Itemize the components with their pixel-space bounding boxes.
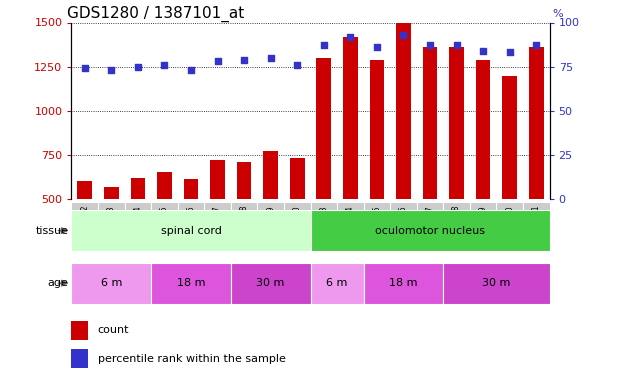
Bar	[104, 187, 119, 199]
Bar	[290, 158, 304, 199]
Text: GSM74345: GSM74345	[160, 205, 169, 247]
Bar	[71, 262, 151, 304]
Bar	[71, 210, 310, 251]
Bar	[310, 210, 550, 251]
Text: 6 m: 6 m	[101, 278, 122, 288]
Point	[239, 57, 249, 63]
Point	[133, 63, 143, 70]
Text: GSM74347: GSM74347	[213, 205, 222, 247]
Text: 30 m: 30 m	[483, 278, 510, 288]
Point	[212, 58, 222, 64]
Bar	[443, 262, 550, 304]
Text: GSM74333: GSM74333	[319, 205, 329, 247]
Point	[186, 67, 196, 73]
Bar	[157, 172, 171, 199]
Bar	[263, 151, 278, 199]
Text: 6 m: 6 m	[327, 278, 348, 288]
Text: GSM74348: GSM74348	[240, 205, 248, 246]
Bar	[184, 179, 198, 199]
Bar	[211, 160, 225, 199]
Point	[451, 42, 461, 48]
Bar	[231, 262, 310, 304]
Text: GSM74339: GSM74339	[479, 205, 487, 247]
Point	[266, 55, 276, 61]
Text: GSM74337: GSM74337	[425, 205, 435, 247]
Point	[399, 32, 409, 38]
Point	[292, 62, 302, 68]
Text: 18 m: 18 m	[177, 278, 205, 288]
Point	[79, 65, 89, 71]
Point	[160, 62, 170, 68]
Bar	[450, 47, 464, 199]
Text: age: age	[47, 278, 68, 288]
Bar	[237, 162, 252, 199]
Bar	[130, 178, 145, 199]
Point	[532, 42, 542, 48]
Text: GSM74349: GSM74349	[266, 205, 275, 247]
Bar	[369, 60, 384, 199]
Text: 18 m: 18 m	[389, 278, 418, 288]
Text: GSM74336: GSM74336	[399, 205, 408, 247]
Text: GSM74334: GSM74334	[346, 205, 355, 247]
Bar	[396, 22, 410, 199]
Bar	[71, 349, 88, 368]
Text: spinal cord: spinal cord	[160, 226, 222, 236]
Text: GSM74343: GSM74343	[107, 205, 116, 247]
Bar	[423, 47, 437, 199]
Text: GSM74346: GSM74346	[186, 205, 196, 247]
Point	[319, 42, 329, 48]
Point	[505, 50, 515, 55]
Bar	[310, 262, 364, 304]
Text: GSM74342: GSM74342	[80, 205, 89, 246]
Text: GSM74340: GSM74340	[505, 205, 514, 247]
Bar	[529, 47, 543, 199]
Point	[425, 42, 435, 48]
Text: 30 m: 30 m	[256, 278, 285, 288]
Bar	[476, 60, 491, 199]
Text: GSM74341: GSM74341	[532, 205, 541, 246]
Text: percentile rank within the sample: percentile rank within the sample	[97, 354, 286, 364]
Point	[106, 67, 116, 73]
Bar	[317, 58, 331, 199]
Bar	[343, 38, 358, 199]
Point	[345, 34, 355, 40]
Text: GSM74335: GSM74335	[373, 205, 381, 247]
Point	[372, 44, 382, 50]
Text: GSM74350: GSM74350	[292, 205, 302, 247]
Bar	[78, 181, 92, 199]
Bar	[151, 262, 231, 304]
Text: GSM74338: GSM74338	[452, 205, 461, 246]
Text: GDS1280 / 1387101_at: GDS1280 / 1387101_at	[66, 6, 244, 22]
Text: %: %	[552, 9, 563, 19]
Bar	[502, 76, 517, 199]
Bar	[71, 321, 88, 340]
Text: tissue: tissue	[35, 226, 68, 236]
Bar	[364, 262, 443, 304]
Point	[478, 48, 488, 54]
Text: GSM74344: GSM74344	[134, 205, 142, 247]
Text: oculomotor nucleus: oculomotor nucleus	[375, 226, 485, 236]
Text: count: count	[97, 326, 129, 336]
